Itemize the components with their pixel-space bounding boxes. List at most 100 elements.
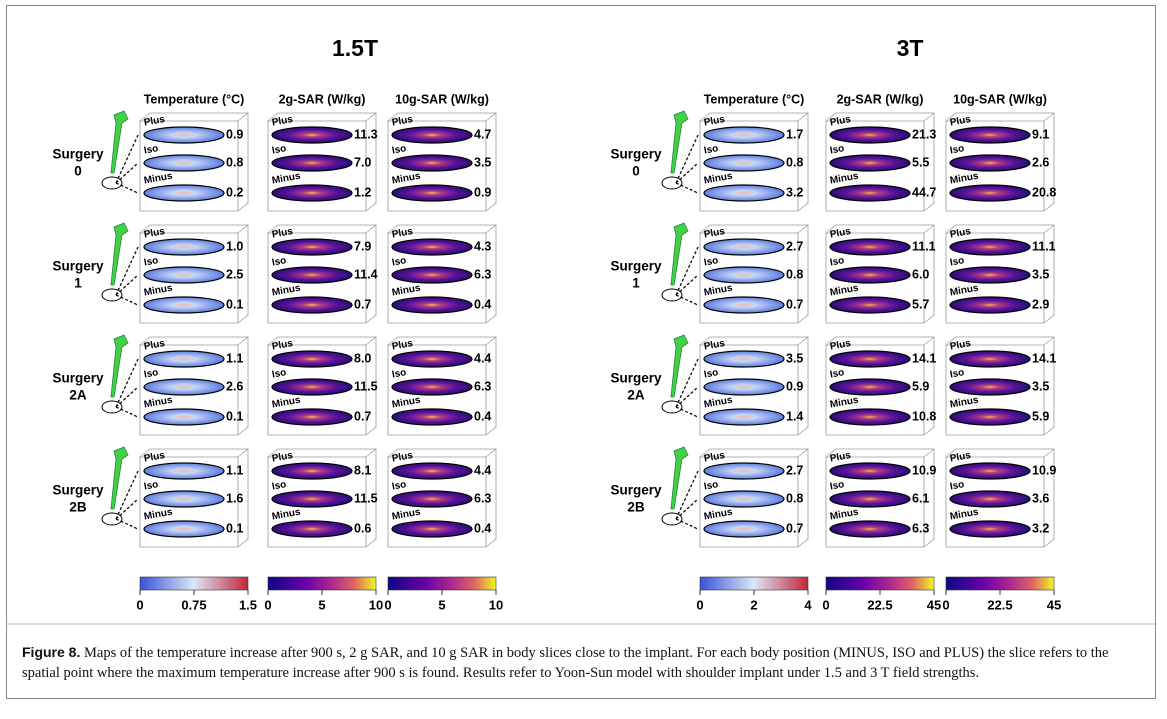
- colorbar-tick-label: 10: [489, 597, 503, 612]
- row-label: 2B: [627, 500, 645, 515]
- colorbar-tick-label: 0: [822, 597, 829, 612]
- slice-max-value: 3.5: [1032, 379, 1049, 393]
- slice-map: [830, 351, 910, 367]
- row-label: Surgery: [52, 371, 104, 386]
- slice-max-value: 0.7: [354, 297, 371, 311]
- slice-max-value: 6.3: [474, 379, 491, 393]
- slice-max-value: 3.6: [1032, 491, 1049, 505]
- slice-max-value: 2.5: [226, 267, 243, 281]
- slice-map: [392, 521, 472, 537]
- colorbar-tick-label: 45: [1047, 597, 1061, 612]
- slice-map: [950, 409, 1030, 425]
- slice-max-value: 1.2: [354, 185, 371, 199]
- slice-max-value: 10.9: [1032, 463, 1056, 477]
- colorbar: [946, 577, 1054, 590]
- slice-max-value: 0.7: [354, 409, 371, 423]
- row-label: Surgery: [52, 259, 104, 274]
- caption-label: Figure 8.: [22, 644, 80, 660]
- implant-marker: [662, 177, 682, 189]
- column-header: 2g-SAR (W/kg): [279, 92, 366, 106]
- row-label: Surgery: [52, 483, 104, 498]
- colorbar-tick-label: 22.5: [987, 597, 1012, 612]
- slice-map: [950, 491, 1030, 507]
- slice-max-value: 11.3: [354, 127, 378, 141]
- implant-marker: [102, 513, 122, 525]
- slice-max-value: 0.6: [354, 521, 371, 535]
- slice-max-value: 0.9: [226, 127, 243, 141]
- slice-map: [392, 267, 472, 283]
- row-label: 0: [74, 164, 82, 179]
- panel-title: 3T: [897, 35, 924, 61]
- column-header: 10g-SAR (W/kg): [953, 92, 1047, 106]
- slice-max-value: 1.0: [226, 239, 243, 253]
- slice-map: [272, 155, 352, 171]
- slice-max-value: 6.3: [912, 521, 929, 535]
- slice-map: [392, 297, 472, 313]
- slice-map: [272, 521, 352, 537]
- slice-map: [144, 351, 224, 367]
- panel-title: 1.5T: [332, 35, 378, 61]
- slice-max-value: 0.1: [226, 521, 243, 535]
- caption: Figure 8. Maps of the temperature increa…: [22, 642, 1142, 683]
- slice-map: [830, 239, 910, 255]
- slice-max-value: 0.1: [226, 409, 243, 423]
- slice-max-value: 9.1: [1032, 127, 1049, 141]
- slice-map: [144, 491, 224, 507]
- colorbar-tick-label: 5: [318, 597, 325, 612]
- slice-max-value: 0.2: [226, 185, 243, 199]
- implant-marker: [662, 513, 682, 525]
- slice-map: [272, 491, 352, 507]
- slice-map: [272, 409, 352, 425]
- slice-max-value: 6.1: [912, 491, 929, 505]
- slice-map: [704, 409, 784, 425]
- slice-map: [950, 127, 1030, 143]
- slice-max-value: 0.8: [226, 155, 243, 169]
- slice-map: [950, 155, 1030, 171]
- slice-max-value: 7.0: [354, 155, 371, 169]
- slice-max-value: 14.1: [912, 351, 936, 365]
- slice-map: [392, 409, 472, 425]
- slice-map: [830, 521, 910, 537]
- slice-map: [950, 351, 1030, 367]
- slice-map: [830, 379, 910, 395]
- slice-map: [144, 239, 224, 255]
- slice-max-value: 20.8: [1032, 185, 1056, 199]
- slice-max-value: 0.8: [786, 155, 803, 169]
- slice-map: [704, 239, 784, 255]
- slice-map: [704, 185, 784, 201]
- colorbar-tick-label: 45: [927, 597, 941, 612]
- column-header: 10g-SAR (W/kg): [395, 92, 489, 106]
- slice-max-value: 11.5: [354, 491, 378, 505]
- slice-map: [144, 185, 224, 201]
- slice-map: [392, 379, 472, 395]
- colorbar: [826, 577, 934, 590]
- slice-map: [830, 267, 910, 283]
- slice-max-value: 4.3: [474, 239, 491, 253]
- slice-map: [830, 463, 910, 479]
- slice-max-value: 6.3: [474, 267, 491, 281]
- implant-marker: [102, 289, 122, 301]
- row-label: 1: [632, 276, 640, 291]
- slice-map: [272, 351, 352, 367]
- slice-map: [392, 463, 472, 479]
- slice-max-value: 2.7: [786, 463, 803, 477]
- slice-max-value: 0.9: [786, 379, 803, 393]
- slice-map: [830, 409, 910, 425]
- slice-max-value: 3.5: [786, 351, 803, 365]
- slice-map: [272, 297, 352, 313]
- slice-map: [392, 491, 472, 507]
- slice-max-value: 0.4: [474, 409, 491, 423]
- row-label: 0: [632, 164, 640, 179]
- slice-max-value: 1.7: [786, 127, 803, 141]
- slice-map: [144, 463, 224, 479]
- colorbar-tick-label: 2: [750, 597, 757, 612]
- slice-max-value: 11.1: [912, 239, 936, 253]
- slice-map: [272, 185, 352, 201]
- slice-map: [950, 185, 1030, 201]
- slice-max-value: 10.9: [912, 463, 936, 477]
- colorbar-tick-label: 5: [438, 597, 445, 612]
- slice-map: [272, 267, 352, 283]
- slice-map: [704, 127, 784, 143]
- slice-max-value: 0.7: [786, 521, 803, 535]
